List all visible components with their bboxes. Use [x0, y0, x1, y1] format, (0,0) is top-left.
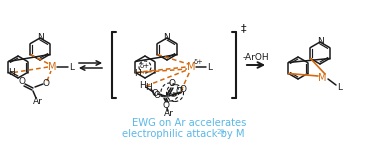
Text: EWG on Ar accelerates: EWG on Ar accelerates: [132, 118, 246, 128]
Text: O: O: [169, 80, 175, 88]
Text: O: O: [153, 92, 161, 100]
Text: M: M: [48, 62, 56, 72]
Text: N: N: [37, 33, 43, 42]
Text: δ+: δ+: [193, 59, 203, 65]
Text: H: H: [8, 68, 15, 77]
Text: O: O: [152, 88, 158, 98]
Text: δ-: δ-: [172, 92, 178, 98]
Text: H: H: [145, 84, 151, 93]
Text: M: M: [187, 62, 195, 72]
Text: O: O: [163, 102, 169, 111]
Text: M: M: [318, 73, 326, 83]
Text: 2+: 2+: [217, 129, 228, 135]
Text: -ArOH: -ArOH: [243, 52, 269, 62]
Text: N: N: [164, 33, 170, 42]
Text: Ar: Ar: [33, 98, 43, 106]
Text: δ+: δ+: [140, 63, 150, 69]
Text: L: L: [208, 63, 212, 72]
Text: L: L: [70, 63, 74, 72]
Text: ‡: ‡: [240, 23, 246, 33]
Text: H: H: [134, 69, 141, 78]
Text: δ-: δ-: [167, 90, 173, 96]
Text: N: N: [317, 38, 323, 46]
Text: O: O: [180, 85, 186, 94]
Text: L: L: [338, 84, 342, 93]
Text: O: O: [19, 78, 25, 87]
Text: Ar: Ar: [164, 110, 174, 118]
Text: O: O: [175, 87, 183, 96]
Text: H: H: [139, 81, 146, 90]
Text: O: O: [42, 80, 50, 88]
Text: electrophilic attack by M: electrophilic attack by M: [122, 129, 244, 139]
